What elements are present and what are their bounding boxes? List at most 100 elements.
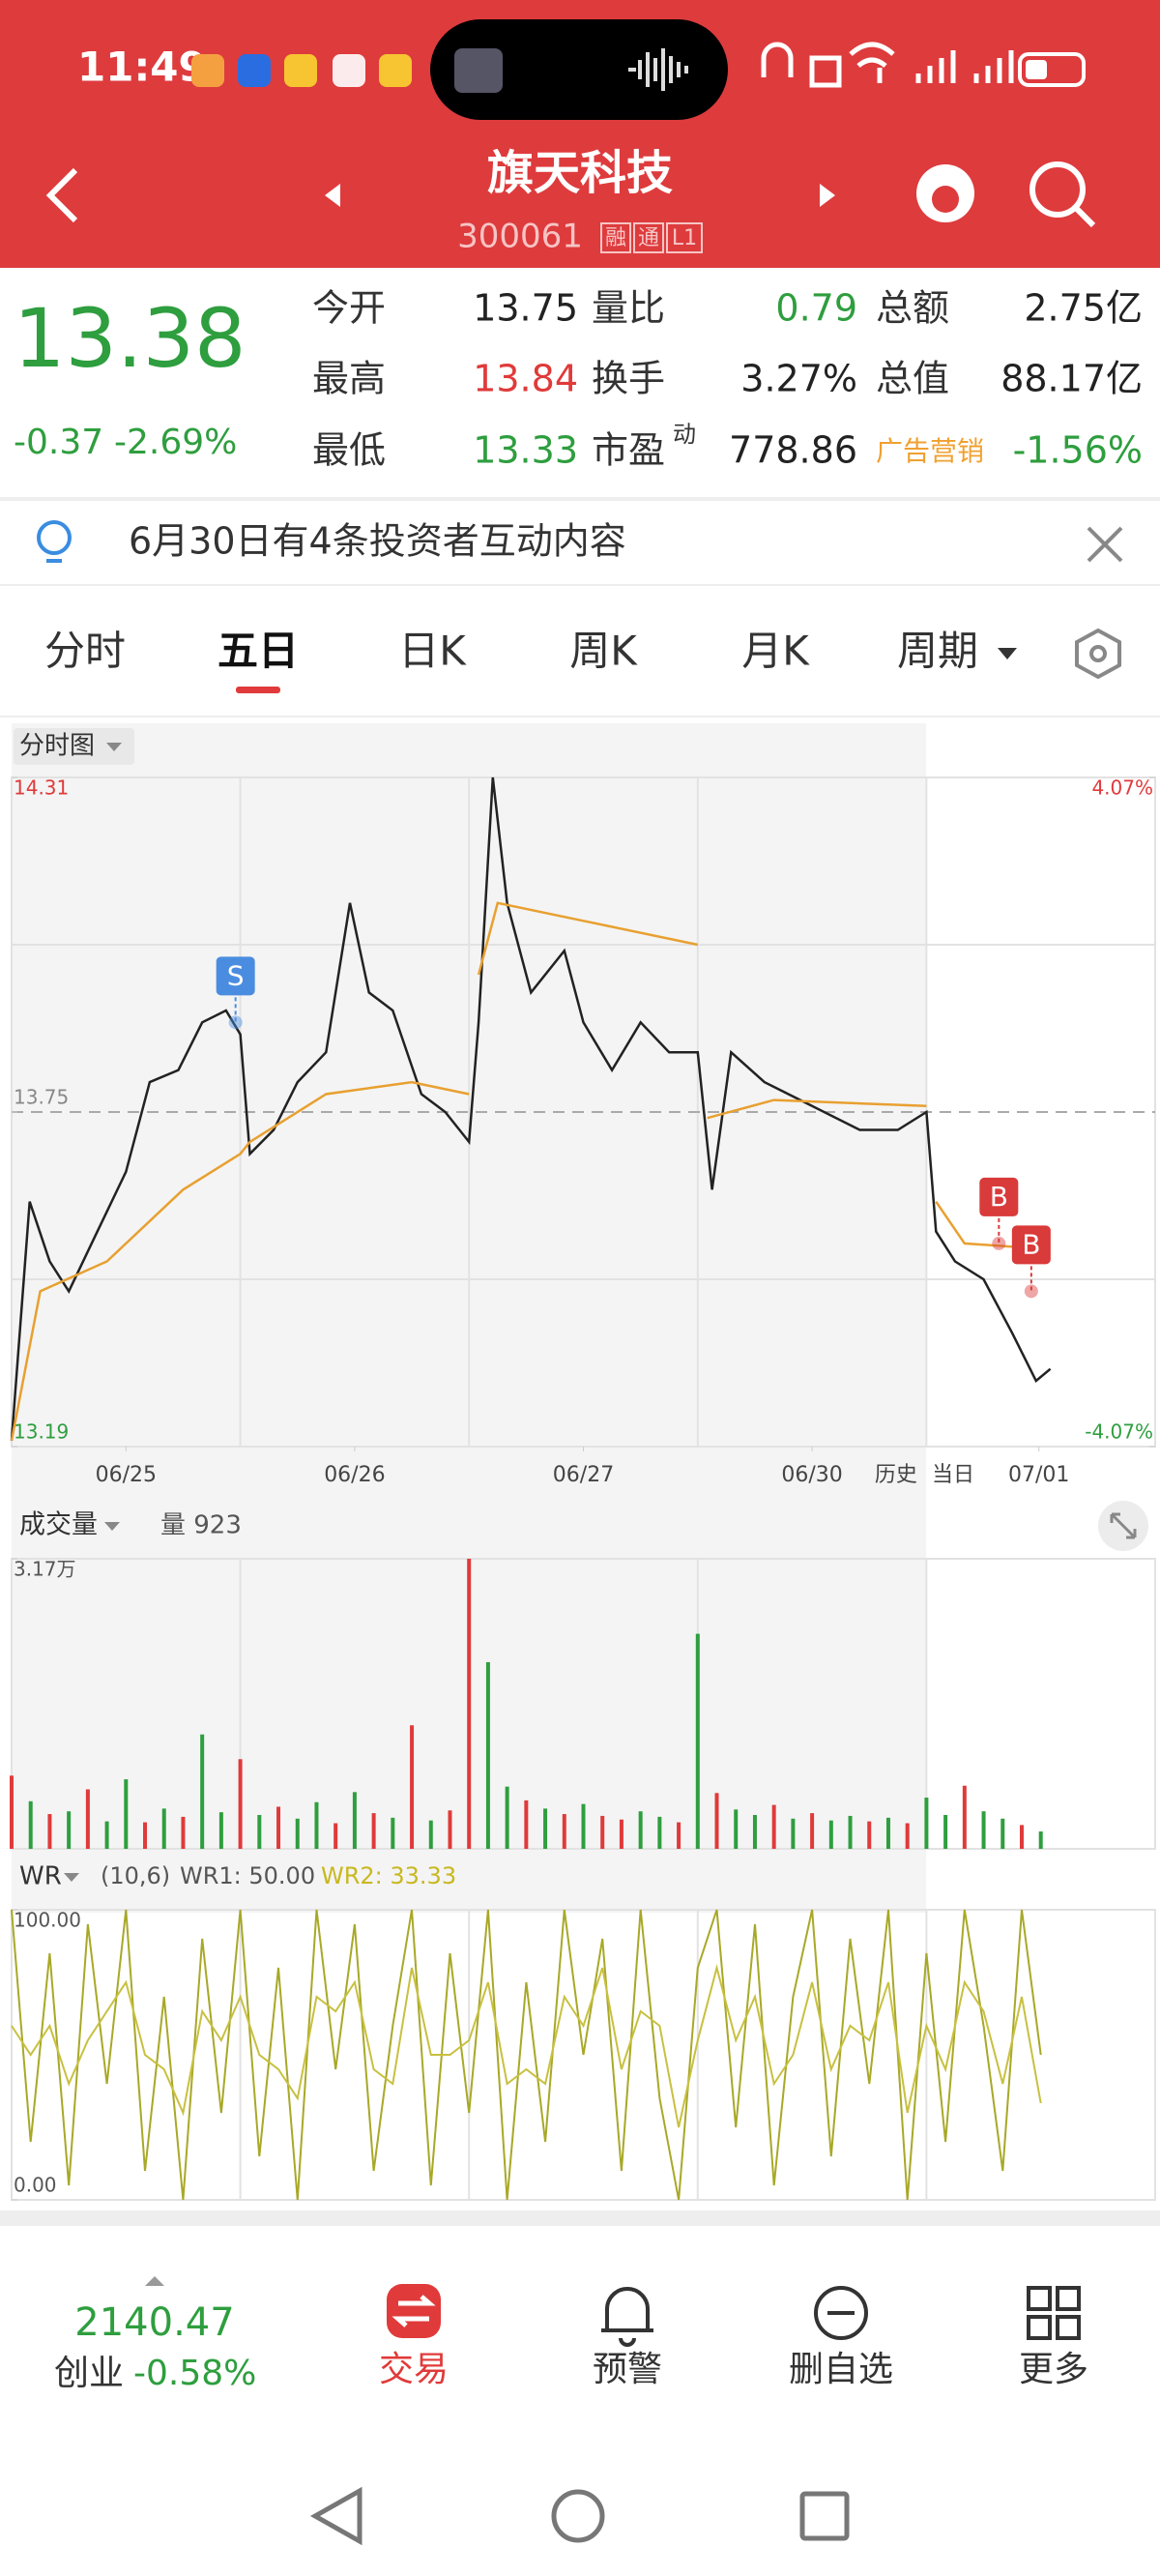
stat-label: 广告营销: [876, 435, 984, 467]
bottom-button[interactable]: 交易: [379, 2350, 449, 2389]
volume-bar: [810, 1813, 815, 1849]
stat-value: -1.56%: [1013, 429, 1143, 472]
price-change: -0.37: [14, 423, 103, 462]
battery: [1018, 52, 1086, 87]
stat-value: 3.27%: [740, 358, 857, 400]
volume-bar: [161, 1808, 166, 1849]
marker-badge[interactable]: [979, 1177, 1019, 1216]
last-price: 13.38: [14, 291, 246, 386]
tab[interactable]: 五日: [218, 628, 299, 675]
y2-tick-label: 4.07%: [1091, 776, 1153, 800]
stat-label: 换手: [592, 358, 665, 400]
volume-bar: [218, 1812, 223, 1849]
volume-bar: [47, 1814, 52, 1849]
bottom-button[interactable]: 删自选: [789, 2350, 893, 2389]
volume-bar: [924, 1798, 929, 1849]
nav-recent[interactable]: [799, 2491, 850, 2541]
marker-dot: [1024, 1284, 1038, 1299]
chart-title: 分时图: [19, 732, 95, 761]
tag-text: 通: [638, 226, 659, 250]
tag-box: [600, 222, 631, 253]
volume-bar: [85, 1789, 90, 1849]
bottom-button[interactable]: 更多: [1019, 2350, 1088, 2389]
volume-bar: [467, 1559, 472, 1849]
remove-icon: [814, 2286, 868, 2340]
series-line: [11, 1909, 1042, 2201]
close-notice[interactable]: [1087, 526, 1123, 563]
volume-bar: [181, 1816, 186, 1849]
nav-back[interactable]: [309, 2486, 362, 2546]
camera-pill: [430, 19, 728, 120]
series-line: [11, 1964, 1042, 2128]
volume-bar: [67, 1811, 72, 1849]
chart-caret: [104, 1522, 120, 1531]
audio-wave: [628, 48, 688, 91]
status-time: 11:49: [77, 44, 207, 91]
annotation: 历史: [875, 1463, 917, 1487]
volume-bar: [352, 1792, 357, 1849]
y-tick-label: 13.19: [14, 1420, 69, 1444]
divider: [0, 584, 1160, 586]
volume-bar: [238, 1759, 243, 1849]
tab[interactable]: 月K: [741, 628, 810, 675]
index-value[interactable]: 2140.47: [74, 2300, 234, 2345]
volume-bar: [848, 1815, 853, 1849]
status-icon: [238, 54, 271, 87]
marker-badge[interactable]: [216, 956, 255, 996]
pill-thumb: [454, 48, 503, 93]
volume-bar: [619, 1819, 624, 1849]
nav-home[interactable]: [551, 2489, 605, 2543]
tab-caret: [998, 648, 1017, 659]
next-stock[interactable]: [820, 184, 835, 207]
marker-dot: [228, 1015, 243, 1030]
volume-bar: [638, 1811, 643, 1849]
y-tick-label: 100.00: [14, 1909, 81, 1932]
volume-bar: [334, 1823, 338, 1849]
series-line: [10, 776, 1052, 1441]
back-button[interactable]: [45, 167, 78, 223]
stat-label: 量比: [592, 287, 665, 330]
volume-bar: [1038, 1831, 1043, 1849]
status-icon: [284, 54, 317, 87]
volume-bar: [752, 1814, 757, 1849]
chart-params: (10,6): [101, 1862, 170, 1889]
tab[interactable]: 分时: [44, 628, 126, 675]
annotation: 当日: [932, 1463, 974, 1487]
volume-bar: [448, 1810, 452, 1849]
marker-badge[interactable]: [1011, 1225, 1051, 1265]
divider: [0, 2210, 1160, 2226]
bottom-button[interactable]: 预警: [593, 2350, 662, 2389]
x-tick-label: 06/27: [553, 1463, 614, 1487]
stock-code: 300061: [457, 218, 583, 256]
volume-bar: [314, 1801, 319, 1849]
price-change-pct: -2.69%: [114, 423, 237, 462]
marker-text: S: [227, 959, 245, 991]
volume-bar: [885, 1817, 890, 1849]
marker-dot: [992, 1236, 1006, 1250]
search-handle: [1073, 205, 1096, 228]
bulb-icon: [37, 520, 72, 555]
index-caret: [145, 2276, 164, 2286]
volume-bar: [962, 1785, 967, 1849]
status-icon: [333, 54, 365, 87]
y-tick-label: 3.17万: [14, 1558, 76, 1581]
tag-box: [666, 222, 703, 253]
prev-stock[interactable]: [325, 184, 340, 207]
tab[interactable]: 周期: [897, 628, 978, 675]
volume-bar: [562, 1814, 566, 1849]
divider: [0, 497, 1160, 501]
chart-title: WR: [19, 1862, 62, 1891]
status-icon: [191, 54, 224, 87]
stat-label: 总值: [876, 358, 949, 400]
trade-arrows: [392, 2295, 436, 2327]
tab[interactable]: 周K: [569, 628, 638, 675]
volume-bar: [543, 1808, 548, 1849]
settings-icon[interactable]: [1075, 628, 1121, 680]
stat-label: 市盈: [592, 429, 665, 472]
tab[interactable]: 日K: [398, 628, 467, 675]
series-line: [707, 1098, 927, 1120]
notice-text[interactable]: 6月30日有4条投资者互动内容: [129, 520, 626, 563]
chart-mode-box[interactable]: [14, 728, 134, 765]
search-icon[interactable]: [1030, 161, 1086, 218]
tag-text: L1: [672, 226, 697, 250]
